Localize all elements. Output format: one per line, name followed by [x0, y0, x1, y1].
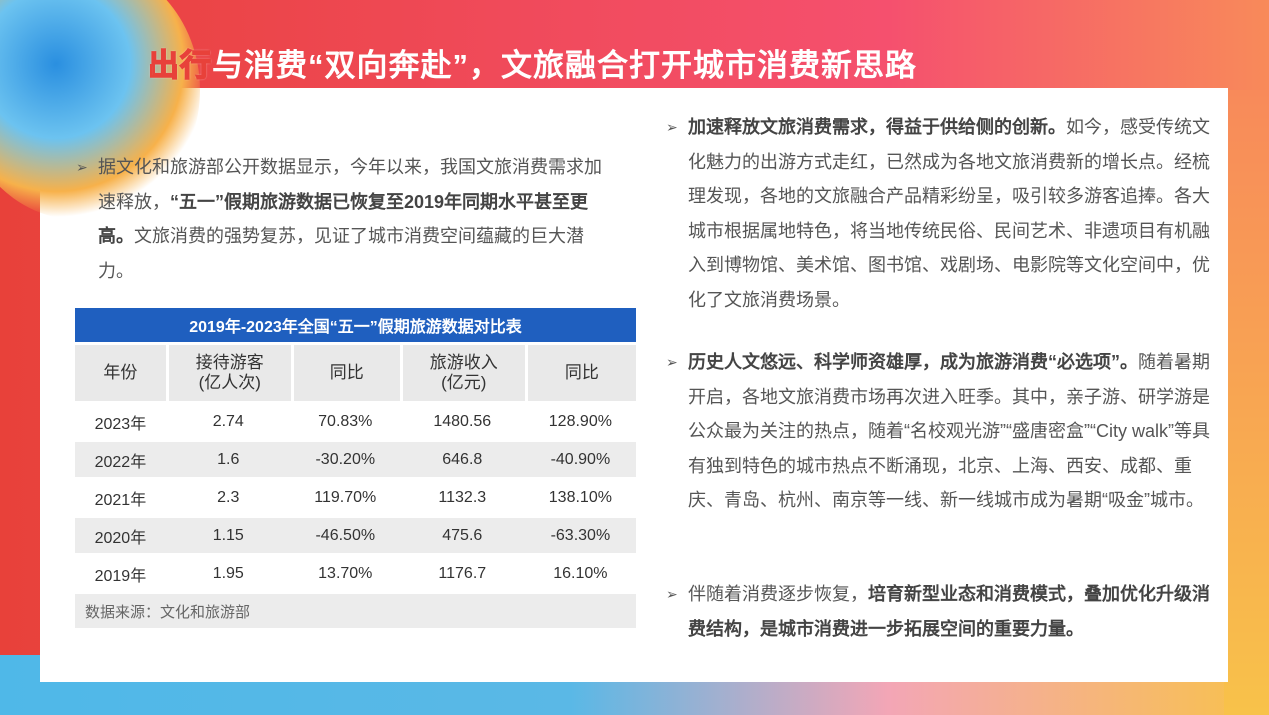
bold-text: 加速释放文旅消费需求，得益于供给侧的创新。	[688, 117, 1066, 137]
arrow-bullet-icon: ➢	[666, 119, 678, 135]
arrow-bullet-icon: ➢	[666, 354, 678, 370]
table-cell: 1480.56	[433, 412, 492, 430]
table-cell: -46.50%	[290, 518, 400, 553]
right-bullet-1: ➢ 加速释放文旅消费需求，得益于供给侧的创新。如今，感受传统文化魅力的出游方式走…	[666, 110, 1213, 317]
bold-text: 历史人文悠远、科学师资雄厚，成为旅游消费“必选项”。	[688, 352, 1138, 372]
table-cell: 16.10%	[553, 564, 608, 582]
table-cell: 70.83%	[318, 412, 373, 430]
table-title: 2019年-2023年全国“五一”假期旅游数据对比表	[189, 319, 522, 336]
column-header: 旅游收入 (亿元)	[399, 345, 525, 401]
left-bullet: ➢ 据文化和旅游部公开数据显示，今年以来，我国文旅消费需求加速释放，“五一”假期…	[76, 150, 613, 288]
table-cell: -63.30%	[524, 518, 636, 553]
table-row: 2021年 2.3 119.70% 1132.3 138.10%	[75, 480, 636, 515]
table-cell: 475.6	[399, 518, 525, 553]
table-cell: 2.3	[217, 488, 240, 506]
column-header: 同比	[290, 345, 400, 401]
bold-text: 培育新型业态和消费模式，叠加优化升级消费结构，是城市消费进一步拓展空间的重要力量…	[688, 584, 1210, 639]
bold-text: “五一”假期旅游数据已恢复至2019年同期水平甚至更高。	[98, 191, 589, 247]
table-cell: 1.15	[165, 518, 291, 553]
column-header: 年份	[75, 345, 166, 401]
text: 文旅消费的强势复苏，见证了城市消费空间蕴藏的巨大潜力。	[98, 226, 584, 281]
arrow-bullet-icon: ➢	[76, 159, 88, 175]
table-cell: 2022年	[75, 442, 166, 477]
text: 随着暑期开启，各地文旅消费市场再次进入旺季。其中，亲子游、研学游是公众最为关注的…	[688, 352, 1210, 510]
text: 伴随着消费逐步恢复，	[688, 584, 868, 604]
table-cell: 2021年	[94, 491, 147, 509]
text: 如今，感受传统文化魅力的出游方式走红，已然成为各地文旅消费新的增长点。经梳理发现…	[688, 117, 1210, 310]
right-bullet-2: ➢ 历史人文悠远、科学师资雄厚，成为旅游消费“必选项”。随着暑期开启，各地文旅消…	[666, 345, 1213, 518]
table-cell: 2019年	[94, 567, 147, 585]
table-header-row: 年份 接待游客 (亿人次) 同比 旅游收入 (亿元) 同比	[75, 345, 636, 401]
table-cell: 1176.7	[438, 564, 487, 582]
table-cell: 1.95	[212, 564, 244, 582]
background-right-band	[1224, 90, 1269, 715]
title-text: 与消费“双向奔赴”，文旅融合打开城市消费新思路	[212, 48, 917, 83]
table-cell: 1132.3	[438, 488, 487, 506]
table-cell: 119.70%	[314, 488, 377, 506]
table-row: 2022年 1.6 -30.20% 646.8 -40.90%	[75, 442, 636, 477]
table-cell: 2.74	[212, 412, 244, 430]
column-header: 同比	[524, 345, 636, 401]
table-row: 2020年 1.15 -46.50% 475.6 -63.30%	[75, 518, 636, 553]
table-cell: 2023年	[94, 415, 147, 433]
right-bullet-3: ➢ 伴随着消费逐步恢复，培育新型业态和消费模式，叠加优化升级消费结构，是城市消费…	[666, 577, 1213, 646]
table-cell: 128.90%	[548, 412, 612, 430]
table-cell: 2020年	[75, 518, 166, 553]
page-title: 出行与消费“双向奔赴”，文旅融合打开城市消费新思路	[147, 40, 917, 85]
data-table: 2019年-2023年全国“五一”假期旅游数据对比表 年份 接待游客 (亿人次) …	[75, 305, 636, 631]
table-row: 2019年 1.95 13.70% 1176.7 16.10%	[75, 556, 636, 591]
table-row: 2023年 2.74 70.83% 1480.56 128.90%	[75, 404, 636, 439]
table-cell: 646.8	[399, 442, 525, 477]
table-source: 数据来源：文化和旅游部	[75, 594, 636, 628]
text: 据文化和旅游部公开数据显示，今年以来，我国文旅消费需求加速释放，	[98, 157, 602, 212]
table-cell: 13.70%	[318, 564, 373, 582]
table-cell: -30.20%	[290, 442, 400, 477]
table-cell: 138.10%	[548, 488, 612, 506]
title-highlight: 出行	[147, 47, 212, 84]
column-header: 接待游客 (亿人次)	[165, 345, 291, 401]
table-cell: 1.6	[165, 442, 291, 477]
arrow-bullet-icon: ➢	[666, 586, 678, 602]
table-cell: -40.90%	[524, 442, 636, 477]
